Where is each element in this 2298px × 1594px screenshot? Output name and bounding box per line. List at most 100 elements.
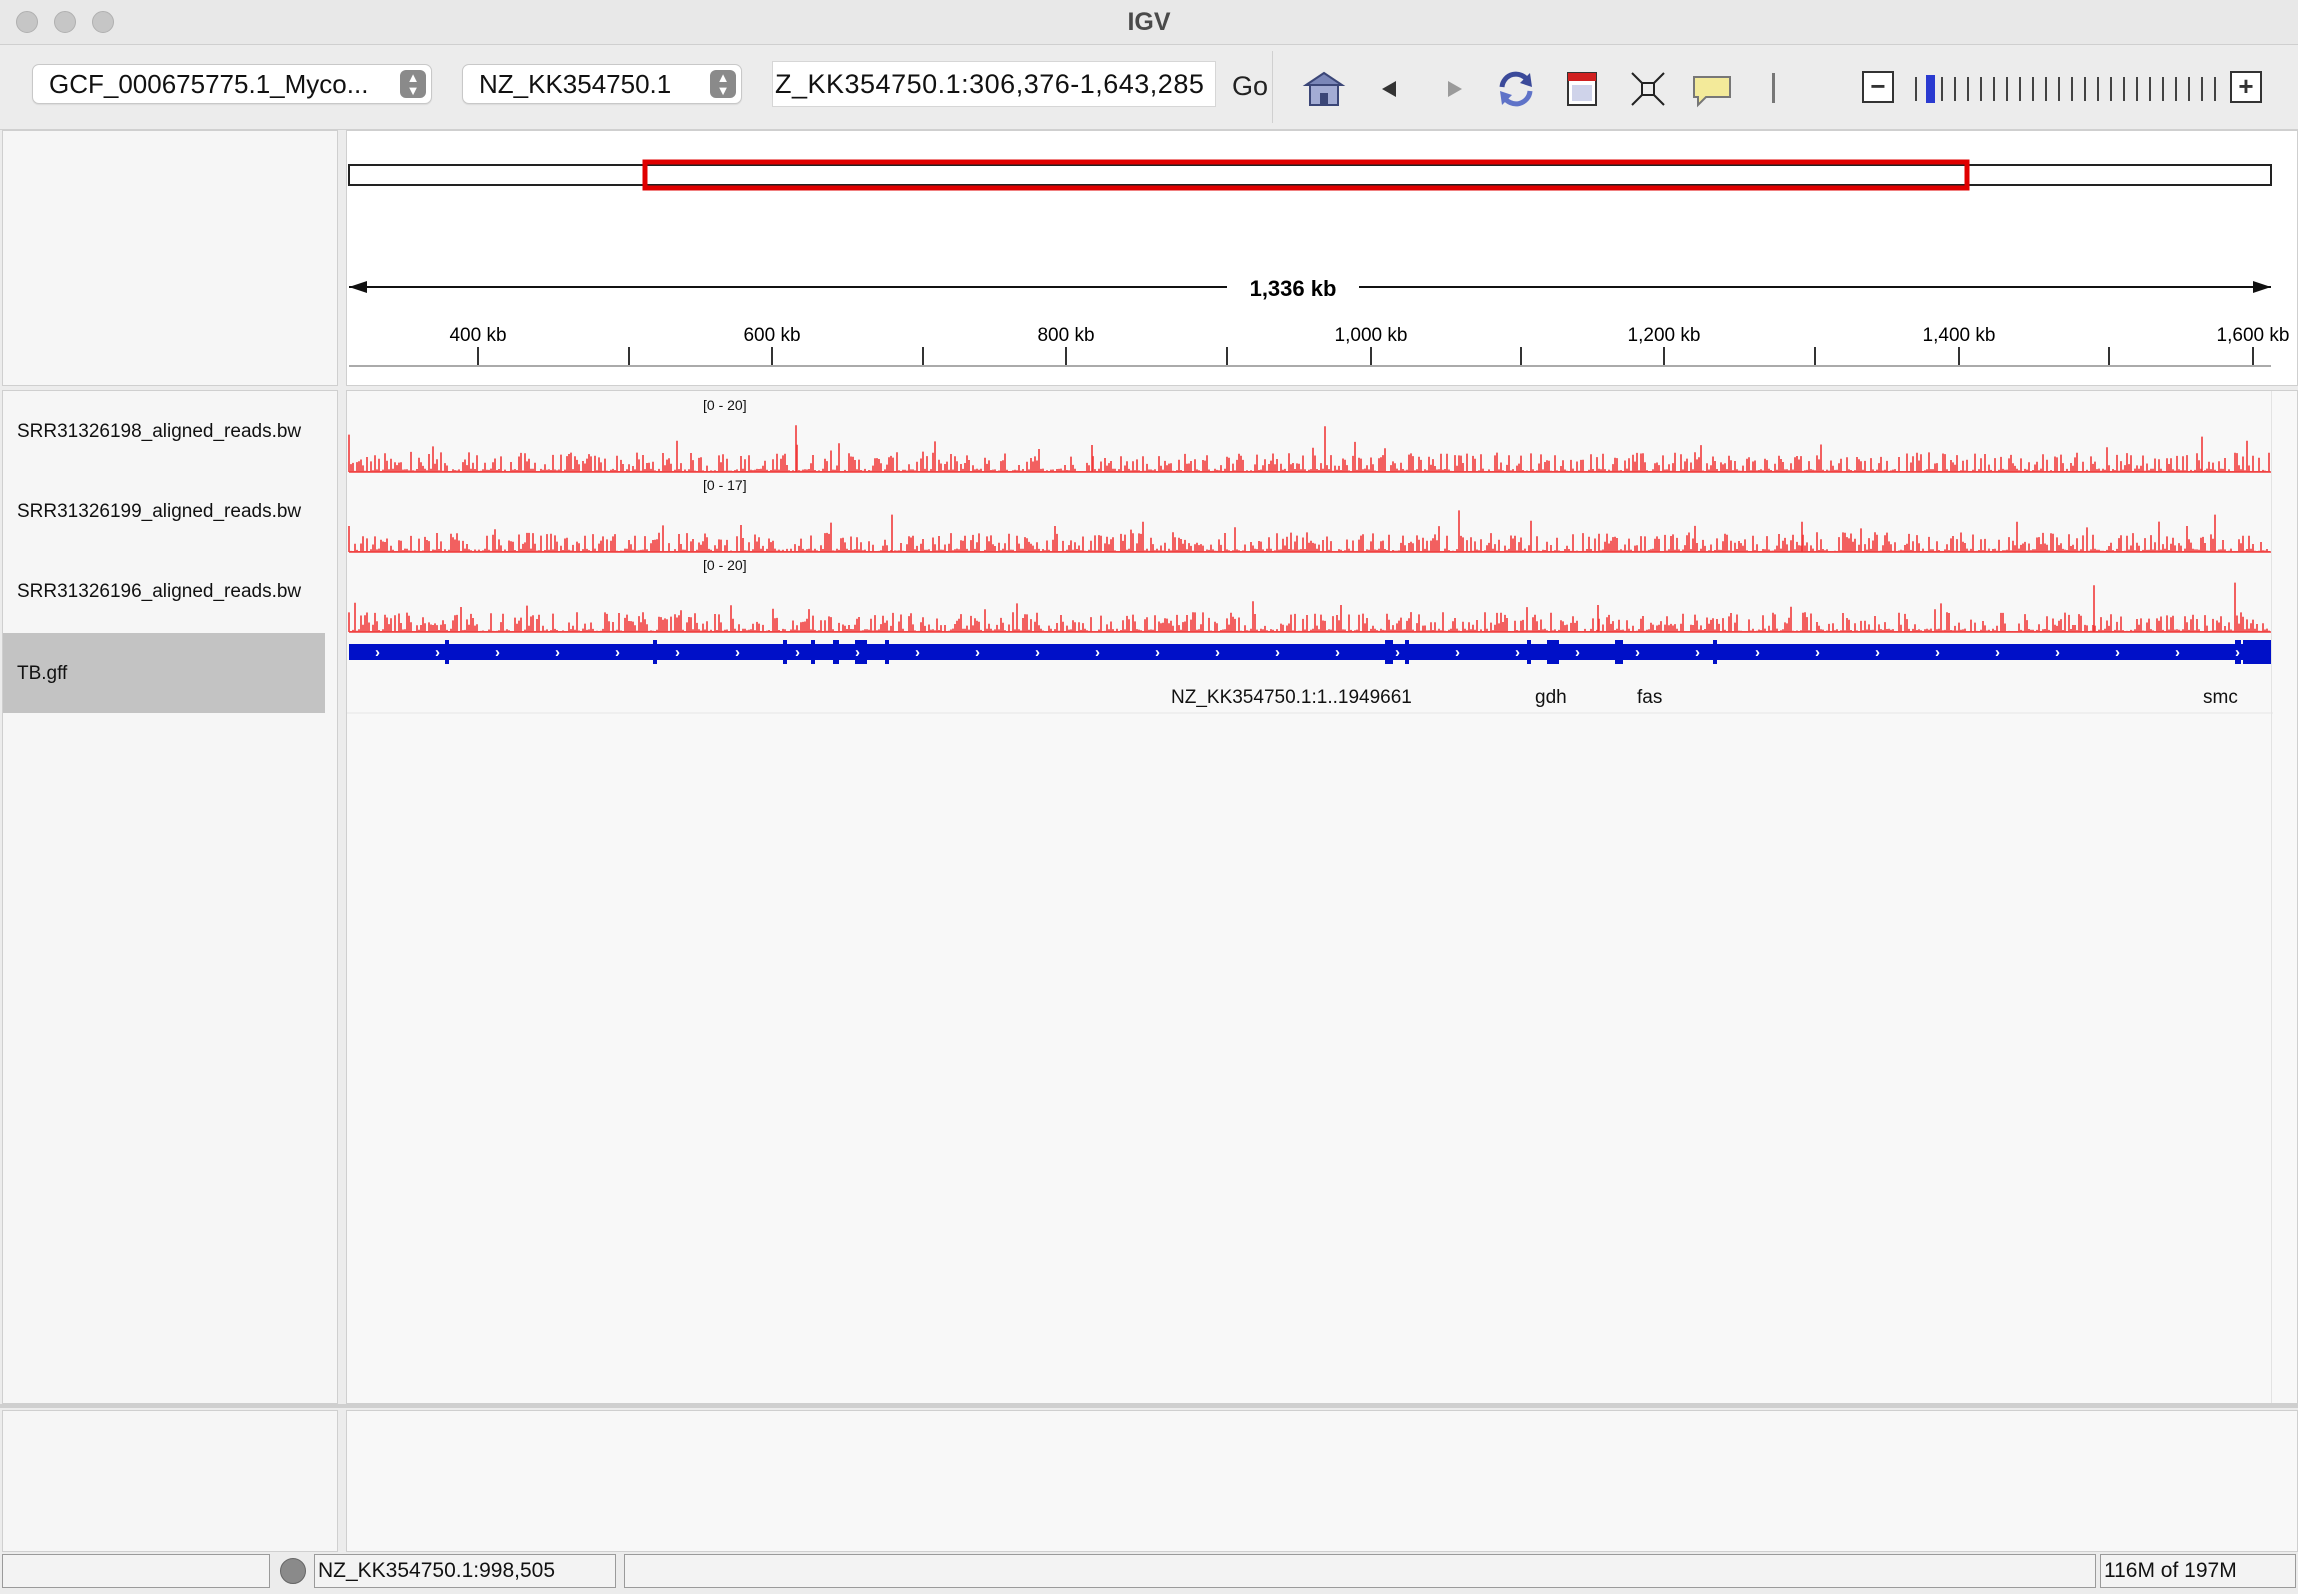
strand-arrow-icon: ›: [2175, 644, 2180, 661]
memory-usage: 116M of 197M: [2100, 1554, 2296, 1588]
coverage-tracks: › › › › › › › › › › › › › › › › › › › › › › › › › › › › › › › ›: [347, 425, 2273, 714]
back-icon[interactable]: [1368, 67, 1412, 111]
window-title: IGV: [1127, 8, 1171, 36]
strand-arrow-icon: ›: [1155, 644, 1160, 661]
strand-arrow-icon: ›: [855, 644, 860, 661]
gene-exon-block: [783, 640, 787, 664]
track-name-199[interactable]: SRR31326199_aligned_reads.bw: [17, 501, 302, 522]
title-bar: IGV: [0, 0, 2298, 45]
ruler-tick-label: 400 kb: [449, 325, 506, 346]
gene-exon-block: [885, 640, 889, 664]
refresh-icon[interactable]: [1494, 67, 1538, 111]
toolbar-divider: [1272, 51, 1273, 123]
locus-search-input[interactable]: Z_KK354750.1:306,376-1,643,285: [772, 61, 1216, 107]
strand-arrow-icon: ›: [1575, 644, 1580, 661]
chromosome-dropdown-value: NZ_KK354750.1: [479, 69, 672, 99]
toolbar-divider: [1772, 73, 1775, 103]
genome-dropdown-value: GCF_000675775.1_Myco...: [49, 69, 369, 99]
home-icon[interactable]: [1302, 67, 1346, 111]
strand-arrow-icon: ›: [1695, 644, 1700, 661]
gene-exon-block: [811, 640, 815, 664]
strand-arrow-icon: ›: [1275, 644, 1280, 661]
strand-arrow-icon: ›: [495, 644, 500, 661]
zoom-slider-thumb: [1926, 75, 1935, 103]
track-name-gff[interactable]: TB.gff: [17, 663, 68, 684]
gene-exon-block: [653, 640, 657, 664]
region-of-interest-icon[interactable]: [1560, 67, 1604, 111]
strand-arrow-icon: ›: [1935, 644, 1940, 661]
feature-name-panel: [2, 1410, 338, 1552]
ruler-tick-label: 800 kb: [1037, 325, 1094, 346]
track-name-198[interactable]: SRR31326198_aligned_reads.bw: [17, 421, 302, 442]
span-label: 1,336 kb: [1250, 276, 1337, 301]
track-range-198: [0 - 20]: [703, 397, 747, 413]
track-name-196[interactable]: SRR31326196_aligned_reads.bw: [17, 581, 302, 602]
coverage-bars: [348, 425, 2270, 472]
strand-arrow-icon: ›: [1515, 644, 1520, 661]
gene-exon-block: [833, 640, 839, 664]
ruler-panel: 1,336 kb 400 kb 600 kb 800 kb 1,000 kb 1,200…: [346, 130, 2298, 386]
strand-arrow-icon: ›: [795, 644, 800, 661]
strand-arrow-icon: ›: [615, 644, 620, 661]
chromosome-ruler: 1,336 kb 400 kb 600 kb 800 kb 1,000 kb 1,200…: [348, 159, 2290, 367]
current-view-box: [642, 159, 1970, 191]
strand-arrow-icon: ›: [2235, 644, 2240, 661]
strand-arrow-icon: ›: [435, 644, 440, 661]
gene-exon-block: [855, 640, 867, 664]
gene-exon-block: [1615, 640, 1623, 664]
cursor-position: NZ_KK354750.1:998,505: [314, 1554, 616, 1588]
toolbar: GCF_000675775.1_Myco... ▲ ▼ NZ_KK354750.1…: [0, 45, 2298, 130]
status-info: [624, 1554, 2096, 1588]
zoom-slider[interactable]: [1912, 73, 2232, 103]
strand-arrow-icon: ›: [1755, 644, 1760, 661]
gene-exon-block: [1385, 640, 1393, 664]
strand-arrow-icon: ›: [375, 644, 380, 661]
genome-dropdown[interactable]: GCF_000675775.1_Myco... ▲ ▼: [32, 64, 432, 104]
strand-arrow-icon: ›: [1215, 644, 1220, 661]
feature-label-smc: smc: [2203, 687, 2238, 708]
coverage-bars: [348, 510, 2270, 552]
strand-arrow-icon: ›: [1875, 644, 1880, 661]
gene-exon-block: [445, 640, 449, 664]
panel-divider[interactable]: [0, 1404, 2298, 1408]
coverage-bars: [348, 582, 2270, 632]
gene-feature-bar: [349, 644, 2271, 660]
track-range-196: [0 - 20]: [703, 557, 747, 573]
ruler-tick-label: 1,600 kb: [2217, 325, 2290, 346]
fit-window-icon[interactable]: [1626, 67, 1670, 111]
strand-arrow-icon: ›: [1335, 644, 1340, 661]
go-button[interactable]: Go: [1232, 71, 1269, 101]
chromosome-dropdown[interactable]: NZ_KK354750.1 ▲ ▼: [462, 64, 742, 104]
popup-info-icon[interactable]: [1690, 67, 1734, 111]
feature-panel: [346, 1410, 2298, 1552]
gff-track-selection: [3, 633, 325, 713]
close-window-button[interactable]: [16, 11, 38, 33]
track-range-199: [0 - 17]: [703, 477, 747, 493]
strand-arrow-icon: ›: [1635, 644, 1640, 661]
strand-arrow-icon: ›: [1095, 644, 1100, 661]
strand-arrow-icon: ›: [975, 644, 980, 661]
coverage-track-196: [348, 582, 2271, 633]
busy-indicator-icon: [280, 1558, 306, 1584]
strand-arrow-icon: ›: [2115, 644, 2120, 661]
minimize-window-button[interactable]: [54, 11, 76, 33]
status-message: [2, 1554, 270, 1588]
feature-label-fas: fas: [1637, 687, 1663, 708]
zoom-in-icon[interactable]: +: [2230, 71, 2262, 103]
gene-exon-block: [1405, 640, 1409, 664]
strand-arrow-icon: ›: [2055, 644, 2060, 661]
strand-arrow-icon: ›: [1455, 644, 1460, 661]
ruler-tick-label: 1,400 kb: [1923, 325, 1996, 346]
track-name-panel: SRR31326198_aligned_reads.bw SRR31326199…: [2, 390, 338, 1404]
ruler-tick-label: 1,200 kb: [1628, 325, 1701, 346]
gene-annotation-track: › › › › › › › › › › › › › › › › › › › › › › › › › › › › › › › ›: [349, 640, 2271, 664]
zoom-window-button[interactable]: [92, 11, 114, 33]
gene-exon-block: [1547, 640, 1559, 664]
zoom-out-icon[interactable]: −: [1862, 71, 1894, 103]
ruler-tick-label: 1,000 kb: [1335, 325, 1408, 346]
coverage-track-198: [348, 425, 2271, 473]
ruler-tick-label: 600 kb: [743, 325, 800, 346]
feature-label-gdh: gdh: [1535, 687, 1567, 708]
forward-icon[interactable]: [1432, 67, 1476, 111]
chromosome-ideogram: [348, 164, 2272, 186]
